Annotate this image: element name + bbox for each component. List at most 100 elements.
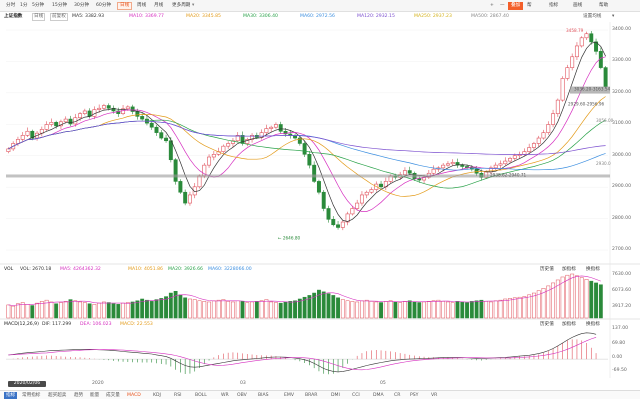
volume-bar (469, 301, 474, 319)
vol-switch-indicator-button[interactable]: 换指标 (586, 267, 600, 272)
volume-bar (465, 302, 469, 319)
tf-weekly[interactable]: 周线 (137, 3, 147, 8)
tf-1min[interactable]: 1分 (20, 3, 28, 8)
volume-bar (11, 305, 16, 319)
candle (546, 124, 551, 133)
candle (140, 116, 145, 120)
volume-bar (82, 302, 87, 319)
indicator-tab[interactable]: 成交量 (106, 393, 120, 398)
tf-fenshi[interactable]: 分时 (6, 3, 16, 8)
volume-bar (498, 299, 503, 319)
ma-settings-button[interactable]: 设置均线 (583, 14, 602, 19)
volume-bar (16, 303, 20, 319)
help-button[interactable]: 帮助 (599, 3, 609, 8)
volume-bar (383, 301, 388, 319)
draw-button[interactable]: 画线 (573, 3, 583, 8)
volume-bar (264, 299, 269, 319)
tf-5min[interactable]: 5分钟 (32, 3, 45, 8)
ma-line (8, 41, 606, 222)
macd-history-button[interactable]: 历史值 (540, 322, 554, 327)
candle (584, 33, 589, 39)
tf-daily[interactable]: 日线 (117, 2, 133, 10)
volume-bar (446, 301, 450, 319)
macd-dif-value: DIF: 117.299 (42, 322, 72, 327)
indicator-tab[interactable]: MACD (127, 393, 141, 398)
volume-bar (422, 301, 426, 319)
candle (135, 111, 140, 117)
candle (101, 105, 106, 109)
indicator-tab[interactable]: DMA (373, 393, 384, 398)
indicator-tab[interactable]: 指标 (4, 392, 18, 399)
overlay-button[interactable]: 叠加 (508, 2, 524, 10)
axis-date-3: 05 (380, 381, 386, 386)
indicator-tab[interactable]: 趋势 (74, 393, 84, 398)
zoom-out-button[interactable]: — (500, 3, 505, 8)
candle (187, 194, 192, 204)
compare-button[interactable]: 帮 (527, 3, 532, 8)
indicator-tab[interactable]: KDJ (153, 393, 161, 398)
indicator-tab[interactable]: BRAR (305, 393, 318, 398)
tf-30min[interactable]: 30分钟 (74, 3, 90, 8)
indicator-tab[interactable]: PSY (410, 393, 419, 398)
indicator-tab[interactable]: 常用指标 (22, 393, 41, 398)
indicator-tab[interactable]: DMI (331, 393, 340, 398)
tf-60min[interactable]: 60分钟 (96, 3, 112, 8)
candle (522, 151, 527, 155)
volume-bar (202, 301, 207, 319)
tf-more[interactable]: 更多周期 (172, 3, 191, 8)
volume-bar (369, 301, 374, 319)
indicator-tab[interactable]: WR (221, 393, 229, 398)
price-axis-label: 2800.00 (612, 215, 631, 221)
vol-history-button[interactable]: 历史值 (540, 267, 554, 272)
indicator-tab[interactable]: RSI (174, 393, 182, 398)
candle (350, 208, 355, 215)
indicator-tab[interactable]: 超买超卖 (48, 393, 67, 398)
indicator-tab[interactable]: 能量 (90, 393, 100, 398)
vol-add-indicator-button[interactable]: 加指标 (562, 267, 576, 272)
volume-bar (565, 274, 570, 319)
dropdown-arrow-icon[interactable]: ▾ (192, 3, 195, 8)
macd-name: MACD(12,26,9) (4, 322, 39, 327)
ma-legend-item: MA500: 2867.40 (471, 14, 509, 19)
candle (49, 122, 54, 125)
candle (326, 208, 331, 220)
volume-bar (527, 294, 532, 319)
crosshair-date: 2020/02/06 (8, 381, 46, 387)
adjust-tag[interactable]: 前复权 (50, 13, 68, 21)
volume-bar (555, 279, 560, 319)
volume-bar (508, 298, 512, 319)
indicator-tab[interactable]: BIAS (258, 393, 269, 398)
indicator-button[interactable]: 指标 (549, 3, 559, 8)
candle (336, 224, 341, 228)
candle (211, 154, 216, 158)
vol-axis-2: 6073.60 (612, 288, 631, 293)
macd-add-indicator-button[interactable]: 加指标 (562, 322, 576, 327)
indicator-tab[interactable]: BOLL (195, 393, 207, 398)
mid-label-1: 3056.00 (596, 118, 614, 123)
indicator-tab[interactable]: EMV (284, 393, 295, 398)
tf-15min[interactable]: 15分钟 (52, 3, 68, 8)
indicator-tab[interactable]: VR (431, 393, 438, 398)
volume-bar (393, 301, 398, 319)
candle (321, 191, 326, 209)
price-axis-label: 3200.00 (612, 89, 631, 95)
volume-bar (183, 297, 188, 319)
candle (240, 135, 245, 144)
period-tag[interactable]: 日线 (32, 13, 46, 21)
macd-switch-indicator-button[interactable]: 换指标 (586, 322, 600, 327)
zoom-in-button[interactable]: + (490, 3, 494, 8)
indicator-tab[interactable]: CCI (352, 393, 360, 398)
tf-monthly[interactable]: 月线 (154, 3, 164, 8)
candle (149, 122, 154, 128)
candle (340, 221, 345, 228)
indicator-tab[interactable]: CR (394, 393, 401, 398)
range-label-1: 3036.20-3163.54 (574, 87, 610, 92)
candle (355, 202, 360, 209)
legend-dropdown-icon[interactable]: ▾ (612, 14, 615, 19)
vol-ma5-value: MA5: 4264362.32 (60, 267, 101, 272)
indicator-tab[interactable]: OBV (237, 393, 247, 398)
volume-bar (235, 300, 240, 319)
volume-bar (250, 301, 254, 319)
volume-bar (192, 299, 197, 319)
